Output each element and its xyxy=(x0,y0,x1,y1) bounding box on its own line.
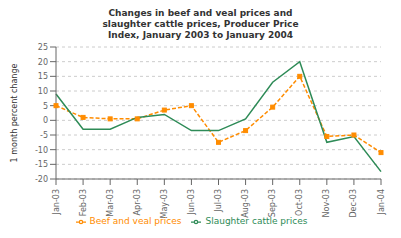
svg-text:Aug-03: Aug-03 xyxy=(241,189,250,218)
html-text:Beef and veal prices: Beef and veal prices xyxy=(89,216,182,226)
html-text:slaughter cattle prices, Produ: slaughter cattle prices, Producer Price xyxy=(102,19,299,29)
svg-text:Feb-03: Feb-03 xyxy=(79,189,88,216)
svg-text:-15: -15 xyxy=(35,160,48,169)
svg-text:Jan-03: Jan-03 xyxy=(52,189,61,215)
svg-text:-10: -10 xyxy=(35,146,48,155)
svg-text:-20: -20 xyxy=(35,175,48,184)
html-text:Changes in beef and veal price: Changes in beef and veal prices and xyxy=(108,8,293,18)
svg-text:Jul-03: Jul-03 xyxy=(214,189,223,213)
svg-text:Apr-03: Apr-03 xyxy=(133,189,142,215)
svg-text:20: 20 xyxy=(38,58,48,67)
svg-text:15: 15 xyxy=(38,72,48,81)
svg-text:Mar-03: Mar-03 xyxy=(106,189,115,217)
svg-text:May-03: May-03 xyxy=(160,189,169,218)
svg-text:10: 10 xyxy=(38,87,48,96)
svg-text:Jun-03: Jun-03 xyxy=(187,189,196,216)
svg-text:25: 25 xyxy=(38,43,48,52)
svg-text:Sep-03: Sep-03 xyxy=(268,189,277,217)
html-text:Slaughter cattle prices: Slaughter cattle prices xyxy=(205,216,308,226)
svg-text:Jan-04: Jan-04 xyxy=(377,189,386,215)
svg-text:5: 5 xyxy=(43,102,48,111)
svg-text:-5: -5 xyxy=(40,131,48,140)
svg-text:0: 0 xyxy=(43,116,48,125)
svg-text:1 month percent change: 1 month percent change xyxy=(10,64,19,163)
svg-text:Oct-03: Oct-03 xyxy=(295,189,304,216)
html-text:Index, January 2003 to January: Index, January 2003 to January 2004 xyxy=(108,30,293,40)
svg-text:Nov-03: Nov-03 xyxy=(322,189,331,217)
svg-text:Dec-03: Dec-03 xyxy=(349,189,358,218)
